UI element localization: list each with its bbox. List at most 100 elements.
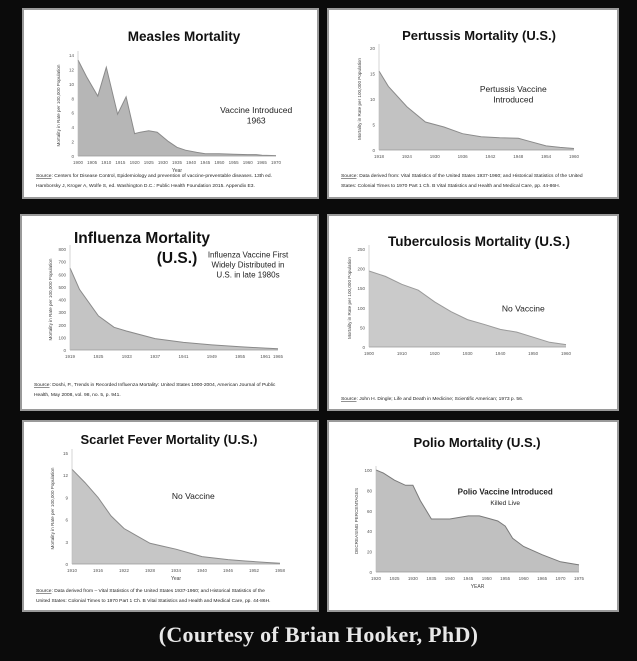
chart-svg: Scarlet Fever Mortality (U.S.) 0 3 6 9 12 15 19… bbox=[36, 432, 286, 604]
x-tick-label: 1946 bbox=[223, 568, 234, 573]
annotation-text: Vaccine Introduced bbox=[220, 105, 292, 115]
x-tick-label: 1950 bbox=[482, 576, 493, 581]
annotation-text: Killed Live bbox=[490, 500, 520, 507]
area-fill bbox=[376, 470, 579, 572]
x-axis-label: YEAR bbox=[471, 584, 485, 590]
source-label: Source bbox=[341, 173, 357, 179]
source-note: Source: Data derived from – Vital Statis… bbox=[36, 588, 265, 594]
y-tick-label: 40 bbox=[367, 529, 373, 534]
x-tick-label: 1925 bbox=[144, 160, 155, 165]
x-tick-label: 1965 bbox=[537, 576, 548, 581]
x-tick-label: 1910 bbox=[397, 351, 408, 356]
x-tick-label: 1954 bbox=[541, 154, 552, 159]
y-tick-label: 10 bbox=[370, 97, 376, 102]
x-tick-label: 1930 bbox=[408, 576, 419, 581]
x-tick-label: 1930 bbox=[158, 160, 169, 165]
y-axis-label: Mortality in Rate per 100,000 Population bbox=[357, 58, 362, 140]
y-tick-label: 400 bbox=[58, 298, 66, 303]
y-tick-label: 500 bbox=[58, 285, 66, 290]
x-tick-label: 1920 bbox=[371, 576, 382, 581]
x-tick-label: 1942 bbox=[485, 154, 496, 159]
source-note: States: Colonial Times to 1970 Part 1 Ch… bbox=[341, 183, 560, 189]
source-text: : Data derived from – Vital Statistics o… bbox=[52, 588, 266, 594]
x-tick-label: 1922 bbox=[119, 568, 130, 573]
source-note: Source: Data derived from: Vital Statist… bbox=[341, 173, 583, 179]
annotation-text: No Vaccine bbox=[172, 491, 215, 501]
x-tick-label: 1905 bbox=[87, 160, 98, 165]
series-line bbox=[77, 59, 277, 157]
influenza-chart-panel: Influenza Mortality (U.S.) 0 100 200 300 400 50… bbox=[20, 214, 319, 411]
x-tick-label: 1915 bbox=[115, 160, 126, 165]
x-tick-label: 1941 bbox=[178, 354, 189, 359]
y-tick-label: 15 bbox=[370, 72, 376, 77]
y-tick-label: 100 bbox=[58, 335, 66, 340]
x-tick-label: 1955 bbox=[235, 354, 246, 359]
x-tick-label: 1945 bbox=[200, 160, 211, 165]
source-label: Source bbox=[341, 396, 357, 402]
area-fill bbox=[70, 267, 278, 350]
y-tick-label: 200 bbox=[357, 267, 365, 272]
x-tick-label: 1920 bbox=[130, 160, 141, 165]
source-note: Source: Centers for Disease Control, Epi… bbox=[36, 173, 272, 179]
x-tick-label: 1940 bbox=[186, 160, 197, 165]
pertussis-chart-panel: Pertussis Mortality (U.S.) 0 5 10 15 20 1918 19… bbox=[327, 8, 619, 199]
area-fill bbox=[379, 71, 574, 150]
x-tick-label: 1916 bbox=[93, 568, 104, 573]
source-note: Source: Doshi, P., Trends in Recorded In… bbox=[34, 382, 276, 388]
y-tick-label: 12 bbox=[63, 473, 69, 478]
y-tick-label: 800 bbox=[58, 247, 66, 252]
measles-chart-panel: Measles Mortality 0 2 4 6 8 10 12 14 1900 1905 1910… bbox=[22, 8, 319, 199]
x-tick-label: 1950 bbox=[528, 351, 539, 356]
x-tick-label: 1920 bbox=[430, 351, 441, 356]
x-tick-label: 1952 bbox=[249, 568, 260, 573]
x-tick-label: 1948 bbox=[513, 154, 524, 159]
source-note: United States: Colonial Times to 1970 Pa… bbox=[36, 598, 271, 604]
y-tick-label: 0 bbox=[369, 570, 372, 575]
courtesy-credit: (Courtesy of Brian Hooker, PhD) bbox=[158, 622, 479, 647]
x-tick-label: 1965 bbox=[257, 160, 268, 165]
chart-title: Measles Mortality bbox=[128, 29, 241, 44]
x-tick-label: 1970 bbox=[556, 576, 567, 581]
annotation-text: Widely Distributed in bbox=[212, 261, 285, 270]
y-tick-label: 50 bbox=[360, 325, 366, 330]
x-axis-label: Year bbox=[171, 576, 181, 582]
source-label: Source bbox=[36, 173, 52, 179]
chart-svg: Measles Mortality 0 2 4 6 8 10 12 14 1900 1905 1910… bbox=[36, 29, 293, 189]
series-line bbox=[368, 270, 567, 346]
x-tick-label: 1910 bbox=[101, 160, 112, 165]
series-line bbox=[69, 267, 279, 350]
area-fill bbox=[72, 469, 280, 564]
x-tick-label: 1949 bbox=[207, 354, 218, 359]
source-note: Source: John H. Dingle; Life and Death i… bbox=[341, 396, 523, 402]
series-line bbox=[378, 70, 575, 149]
x-tick-label: 1975 bbox=[574, 576, 585, 581]
y-axis-label: Mortality in Rate per 100,000 Population bbox=[56, 64, 61, 146]
x-tick-label: 1935 bbox=[426, 576, 437, 581]
x-tick-label: 1936 bbox=[458, 154, 469, 159]
annotation-text: Introduced bbox=[493, 94, 533, 104]
y-tick-label: 0 bbox=[71, 154, 74, 159]
y-tick-label: 12 bbox=[69, 67, 75, 72]
source-label: Source bbox=[34, 382, 50, 388]
annotation-text: U.S. in late 1980s bbox=[216, 271, 279, 280]
chart-title: Pertussis Mortality (U.S.) bbox=[402, 28, 556, 43]
x-tick-label: 1925 bbox=[93, 354, 104, 359]
annotation-text: Polio Vaccine Introduced bbox=[458, 488, 553, 497]
y-tick-label: 0 bbox=[362, 345, 365, 350]
chart-title: Influenza Mortality bbox=[74, 230, 210, 247]
x-tick-label: 1940 bbox=[197, 568, 208, 573]
y-tick-label: 100 bbox=[357, 306, 365, 311]
x-tick-label: 1933 bbox=[122, 354, 133, 359]
x-tick-label: 1918 bbox=[374, 154, 385, 159]
chart-title: Polio Mortality (U.S.) bbox=[413, 435, 540, 450]
x-tick-label: 1937 bbox=[150, 354, 161, 359]
x-tick-label: 1955 bbox=[229, 160, 240, 165]
y-tick-label: 200 bbox=[58, 323, 66, 328]
chart-svg: Influenza Mortality (U.S.) 0 100 200 300 400 50… bbox=[34, 230, 289, 398]
annotation-text: No Vaccine bbox=[502, 304, 545, 314]
source-label: Source bbox=[36, 588, 52, 594]
x-tick-label: 1961 bbox=[260, 354, 271, 359]
chart-svg: Pertussis Mortality (U.S.) 0 5 10 15 20 1918 19… bbox=[341, 28, 583, 189]
chart-title: Scarlet Fever Mortality (U.S.) bbox=[81, 432, 258, 447]
chart-title: (U.S.) bbox=[157, 250, 197, 267]
